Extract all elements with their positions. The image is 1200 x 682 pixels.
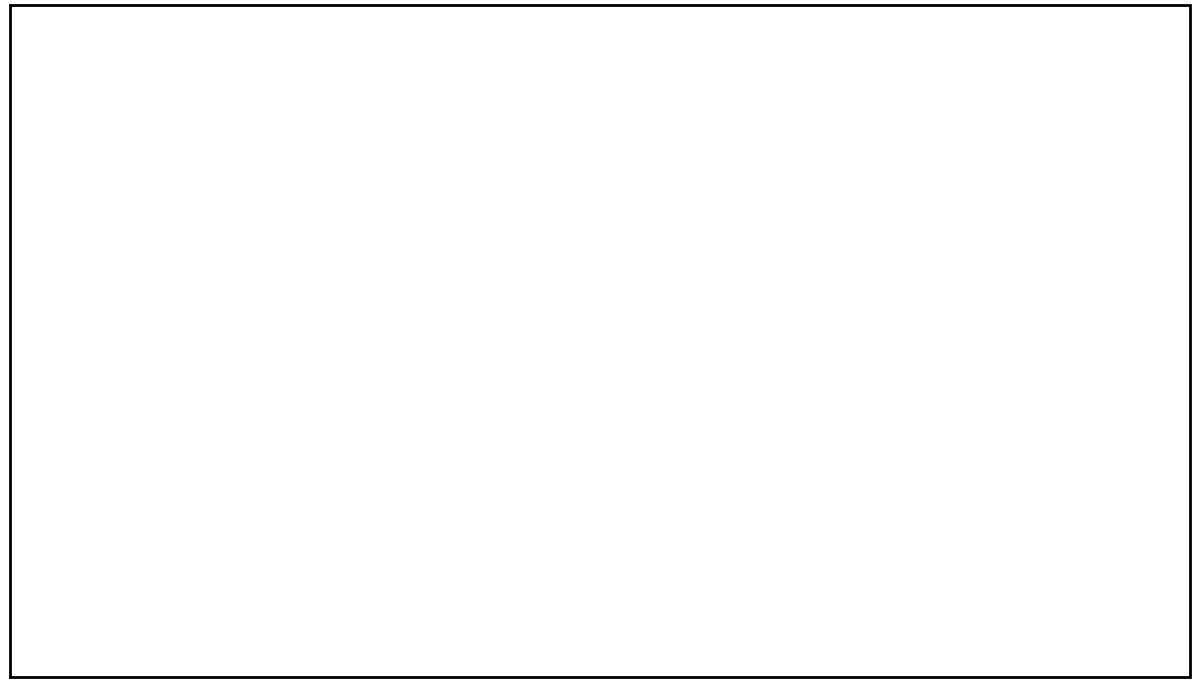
Text: Mechanical: Mechanical bbox=[504, 225, 625, 245]
Text: b) Sanitary Engineering and Female (graduate): b) Sanitary Engineering and Female (grad… bbox=[108, 576, 616, 596]
Text: c) Sanitary Engineering: c) Sanitary Engineering bbox=[108, 634, 361, 654]
Text: 24,341: 24,341 bbox=[756, 327, 832, 347]
Text: 301,264: 301,264 bbox=[504, 382, 593, 402]
Text: Sanitary Engineering: Sanitary Engineering bbox=[756, 225, 982, 245]
Text: by gender.: by gender. bbox=[48, 164, 162, 183]
Text: 573,079: 573,079 bbox=[276, 327, 365, 347]
Text: 21,683: 21,683 bbox=[756, 382, 832, 402]
Text: Problem 2: Problem 2 bbox=[48, 34, 222, 63]
Text: Engineering: Engineering bbox=[504, 273, 634, 293]
Text: The table below represents the engineering graduates (Philippines) from 2019-202: The table below represents the engineeri… bbox=[48, 109, 956, 129]
Text: 211,381: 211,381 bbox=[504, 327, 593, 347]
Text: Female: Female bbox=[96, 382, 174, 402]
Text: Choose an engineering course at random. Find the probability that it is:: Choose an engineering course at random. … bbox=[48, 450, 820, 470]
Text: a) Civil Engineering: a) Civil Engineering bbox=[108, 518, 318, 538]
Text: 775,424: 775,424 bbox=[276, 382, 365, 402]
Text: Civil Engineering: Civil Engineering bbox=[276, 225, 457, 245]
Text: Male: Male bbox=[96, 327, 146, 347]
